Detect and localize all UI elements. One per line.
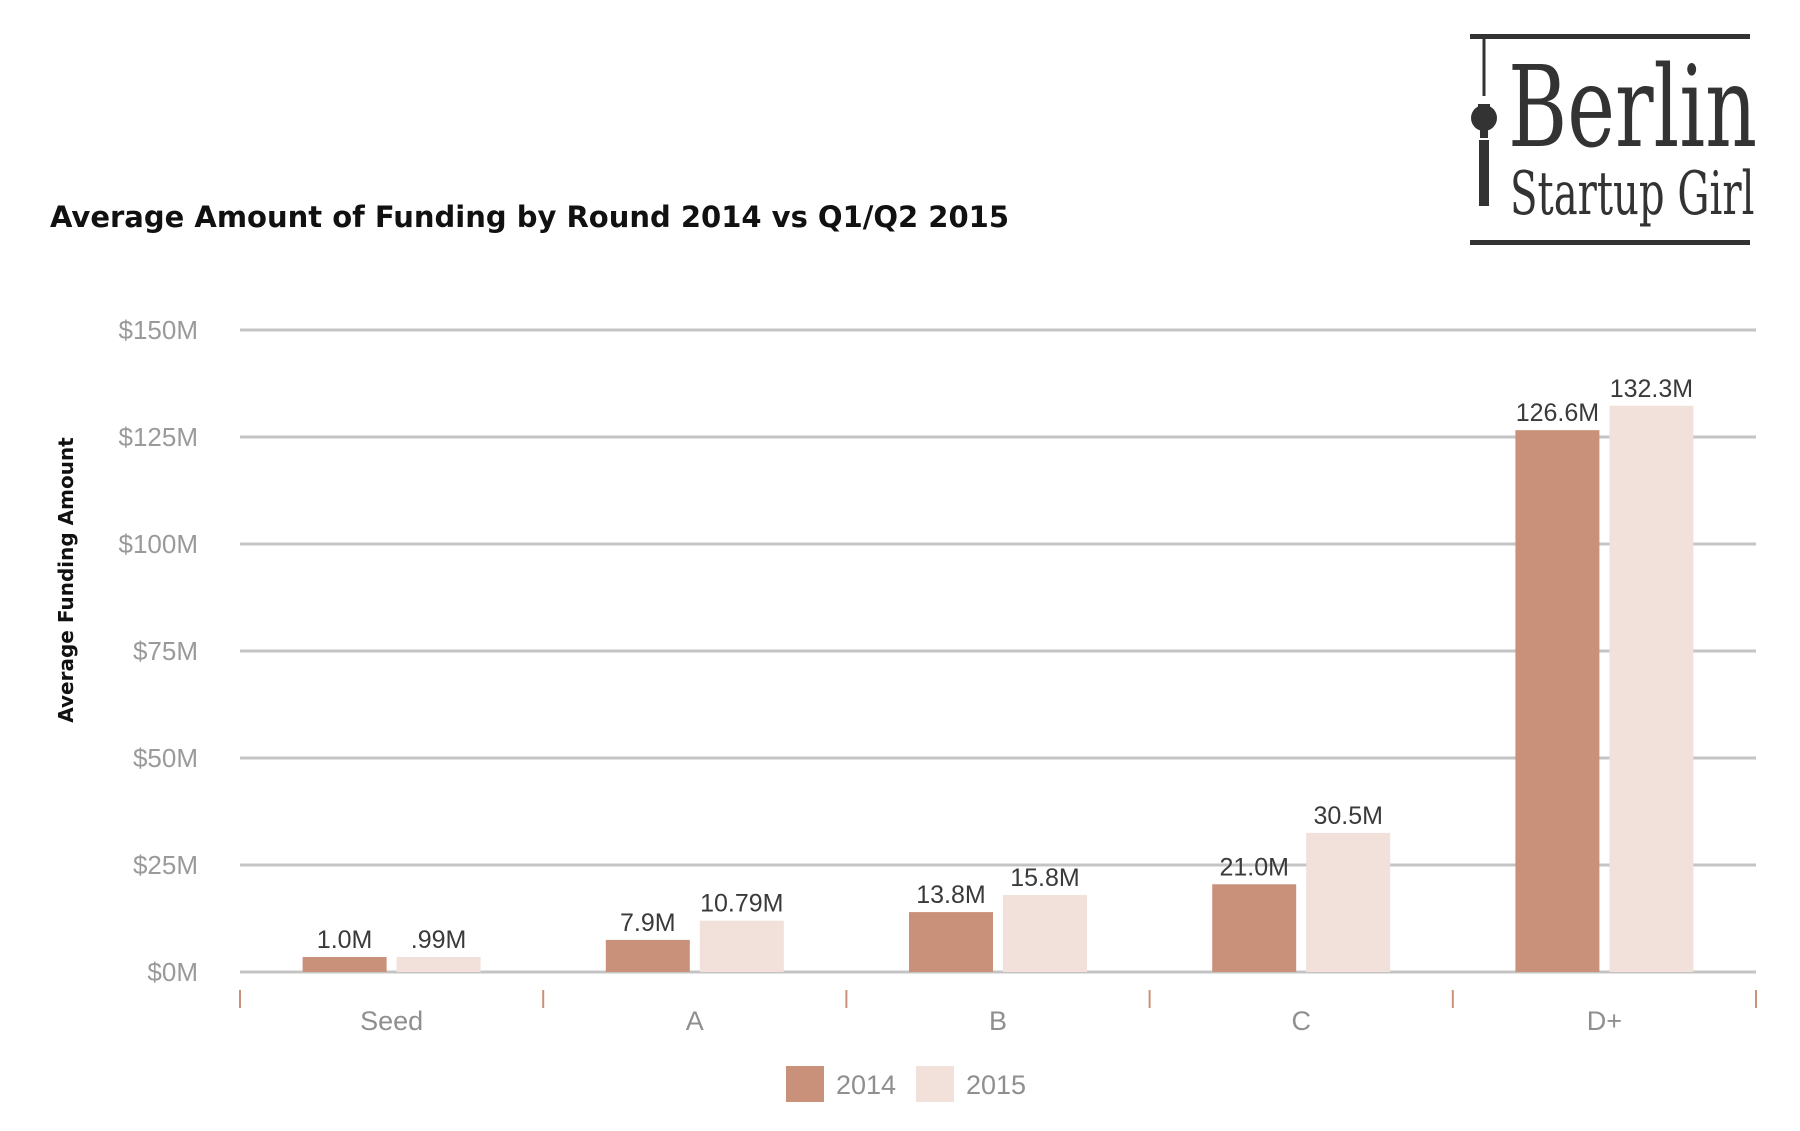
y-tick-label: $50M bbox=[133, 743, 198, 773]
value-label: 1.0M bbox=[317, 926, 373, 954]
logo-top-bar bbox=[1470, 34, 1750, 39]
legend-label: 2015 bbox=[966, 1070, 1026, 1100]
category-label: C bbox=[1291, 1006, 1311, 1036]
y-tick-label: $100M bbox=[119, 529, 199, 559]
value-label: 21.0M bbox=[1219, 853, 1288, 881]
y-axis-ticks: $0M $25M $50M $75M $100M $125M $150M bbox=[119, 315, 199, 987]
berlin-startup-girl-logo: Berlin Startup Girl bbox=[1462, 32, 1757, 248]
bar-2014-C bbox=[1212, 884, 1297, 972]
value-label: 30.5M bbox=[1313, 802, 1382, 830]
value-label: 7.9M bbox=[620, 909, 676, 937]
bar-2014-B bbox=[909, 912, 993, 972]
y-tick-label: $150M bbox=[119, 315, 199, 345]
logo-word-startup-girl: Startup Girl bbox=[1510, 159, 1755, 229]
bar-2015-B bbox=[1003, 894, 1087, 972]
legend-swatch-2014 bbox=[786, 1066, 824, 1102]
tv-tower-icon bbox=[1471, 36, 1497, 206]
legend: 2014 2015 bbox=[786, 1066, 1026, 1102]
bar-2014-D+ bbox=[1515, 430, 1600, 973]
y-tick-label: $25M bbox=[133, 850, 198, 880]
chart-title: Average Amount of Funding by Round 2014 … bbox=[50, 200, 1009, 234]
bars bbox=[302, 405, 1694, 973]
category-label: D+ bbox=[1587, 1006, 1622, 1036]
logo-word-berlin: Berlin bbox=[1508, 43, 1758, 173]
legend-label: 2014 bbox=[836, 1070, 896, 1100]
x-axis-ticks bbox=[239, 990, 1757, 1008]
gridlines bbox=[240, 328, 1756, 974]
value-label: .99M bbox=[411, 926, 467, 954]
category-label: Seed bbox=[360, 1006, 423, 1036]
y-tick-label: $75M bbox=[133, 636, 198, 666]
bar-2015-A bbox=[699, 920, 784, 972]
value-label: 15.8M bbox=[1010, 864, 1079, 892]
logo-bottom-bar bbox=[1470, 240, 1750, 245]
value-labels: 1.0M .99M 7.9M 10.79M 13.8M 15.8M 21.0M 30.5M 12… bbox=[317, 375, 1693, 954]
y-axis-label: Average Funding Amount bbox=[54, 437, 78, 723]
category-labels: Seed A B C D+ bbox=[360, 1006, 1622, 1036]
value-label: 126.6M bbox=[1516, 399, 1599, 427]
bar-2014-Seed bbox=[302, 957, 387, 972]
legend-swatch-2015 bbox=[916, 1066, 954, 1102]
bar-2015-D+ bbox=[1609, 405, 1694, 973]
value-label: 10.79M bbox=[700, 890, 783, 918]
y-tick-label: $0M bbox=[147, 957, 198, 987]
value-label: 132.3M bbox=[1610, 375, 1693, 403]
category-label: B bbox=[989, 1006, 1007, 1036]
category-label: A bbox=[686, 1006, 704, 1036]
value-label: 13.8M bbox=[916, 881, 985, 909]
y-tick-label: $125M bbox=[119, 422, 199, 452]
bar-2015-Seed bbox=[396, 957, 481, 972]
bar-2015-C bbox=[1306, 832, 1391, 972]
bar-2014-A bbox=[605, 939, 690, 972]
